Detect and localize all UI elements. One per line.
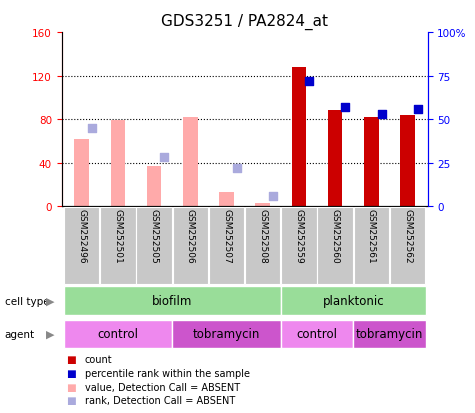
Text: GSM252560: GSM252560 xyxy=(331,209,340,263)
Point xyxy=(414,106,421,113)
Bar xyxy=(245,207,280,284)
Bar xyxy=(172,207,208,284)
Bar xyxy=(147,166,162,206)
Text: agent: agent xyxy=(5,329,35,339)
Bar xyxy=(292,68,306,206)
Text: ■: ■ xyxy=(66,395,76,405)
Text: planktonic: planktonic xyxy=(323,294,384,308)
Text: ■: ■ xyxy=(66,382,76,392)
Text: count: count xyxy=(85,354,112,364)
Text: ▶: ▶ xyxy=(46,296,55,306)
Title: GDS3251 / PA2824_at: GDS3251 / PA2824_at xyxy=(161,14,328,30)
Bar xyxy=(353,320,426,349)
Text: tobramycin: tobramycin xyxy=(356,328,423,341)
Text: GSM252561: GSM252561 xyxy=(367,209,376,263)
Bar xyxy=(183,118,198,206)
Bar xyxy=(400,115,415,206)
Text: GSM252507: GSM252507 xyxy=(222,209,231,263)
Bar xyxy=(209,207,244,284)
Bar xyxy=(64,287,281,316)
Bar xyxy=(219,192,234,206)
Point xyxy=(161,154,168,161)
Point xyxy=(233,165,240,172)
Bar xyxy=(64,207,99,284)
Bar xyxy=(353,207,389,284)
Text: GSM252506: GSM252506 xyxy=(186,209,195,263)
Text: ■: ■ xyxy=(66,354,76,364)
Text: tobramycin: tobramycin xyxy=(193,328,260,341)
Text: ▶: ▶ xyxy=(46,329,55,339)
Bar xyxy=(281,320,353,349)
Point xyxy=(378,111,385,118)
Text: cell type: cell type xyxy=(5,296,49,306)
Text: GSM252559: GSM252559 xyxy=(294,209,304,263)
Bar xyxy=(281,207,317,284)
Bar xyxy=(317,207,353,284)
Bar xyxy=(64,320,172,349)
Text: GSM252501: GSM252501 xyxy=(114,209,123,263)
Bar xyxy=(136,207,172,284)
Text: control: control xyxy=(97,328,138,341)
Bar xyxy=(75,139,89,206)
Text: biofilm: biofilm xyxy=(152,294,192,308)
Point xyxy=(342,104,349,111)
Point xyxy=(305,78,313,85)
Point xyxy=(269,193,276,199)
Text: percentile rank within the sample: percentile rank within the sample xyxy=(85,368,249,378)
Text: control: control xyxy=(296,328,338,341)
Text: GSM252508: GSM252508 xyxy=(258,209,267,263)
Text: value, Detection Call = ABSENT: value, Detection Call = ABSENT xyxy=(85,382,240,392)
Bar xyxy=(172,320,281,349)
Bar xyxy=(390,207,425,284)
Text: GSM252505: GSM252505 xyxy=(150,209,159,263)
Bar xyxy=(281,287,426,316)
Text: rank, Detection Call = ABSENT: rank, Detection Call = ABSENT xyxy=(85,395,235,405)
Bar xyxy=(328,111,342,206)
Bar xyxy=(111,121,125,206)
Bar xyxy=(256,203,270,206)
Text: GSM252496: GSM252496 xyxy=(77,209,86,263)
Bar xyxy=(100,207,136,284)
Text: GSM252562: GSM252562 xyxy=(403,209,412,263)
Bar xyxy=(364,118,379,206)
Text: ■: ■ xyxy=(66,368,76,378)
Point xyxy=(88,125,95,132)
